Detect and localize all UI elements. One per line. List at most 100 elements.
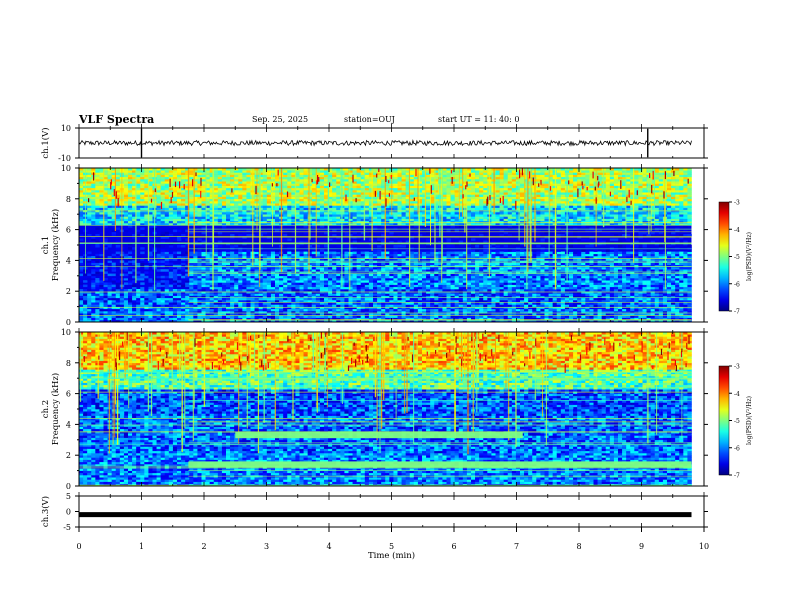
spectrogram-cell xyxy=(119,300,125,303)
spectrogram-cell xyxy=(393,205,398,208)
spectrogram-cell xyxy=(324,168,329,171)
spectrogram-cell xyxy=(107,203,112,206)
spectrogram-cell xyxy=(209,194,215,197)
spectrogram-cell xyxy=(164,218,170,222)
spectrogram-cell xyxy=(262,315,268,318)
spectrogram-cell xyxy=(172,203,178,206)
spectrogram-cell xyxy=(254,234,259,237)
spectrogram-cell xyxy=(393,278,398,281)
spectrogram-cell xyxy=(230,291,235,294)
spectrogram-cell xyxy=(279,293,284,296)
spectrogram-cell xyxy=(177,313,182,316)
spectrogram-cell xyxy=(311,271,317,274)
spectrogram-cell xyxy=(99,317,104,321)
spectrogram-cell xyxy=(95,249,100,252)
spectrogram-cell xyxy=(368,205,374,208)
spectrogram-cell xyxy=(340,289,345,292)
spectrogram-cell xyxy=(132,236,137,239)
spectrogram-cell xyxy=(287,317,292,321)
spectrogram-cell xyxy=(193,201,198,204)
spectrogram-cell xyxy=(393,192,398,195)
spectrogram-cell xyxy=(140,284,145,288)
spectrogram-cell xyxy=(132,172,137,175)
spectrogram-cell xyxy=(234,220,239,224)
spectrogram-cell xyxy=(409,278,415,281)
spectrogram-cell xyxy=(307,304,313,307)
spectrogram-cell xyxy=(270,315,276,318)
spectrogram-cell xyxy=(401,187,406,191)
spectrogram-cell xyxy=(213,260,219,263)
spectrogram-cell xyxy=(91,286,96,290)
spectrogram-cell xyxy=(393,179,398,182)
spectrogram-cell xyxy=(148,172,153,175)
spectrogram-cell xyxy=(389,311,394,314)
spectrogram-cell xyxy=(103,212,108,215)
spectrogram-cell xyxy=(262,181,268,184)
spectrogram-cell xyxy=(385,264,390,268)
spectrogram-cell xyxy=(140,205,145,208)
spectrogram-cell xyxy=(213,214,219,217)
spectrogram-cell xyxy=(148,223,153,226)
spectrogram-cell xyxy=(254,273,259,277)
spectrogram-cell xyxy=(385,187,390,191)
spectrogram-cell xyxy=(413,262,419,266)
spectrogram-cell xyxy=(295,174,300,178)
spectrogram-cell xyxy=(242,203,247,206)
spectrogram-cell xyxy=(132,234,137,237)
spectrogram-cell xyxy=(336,269,341,272)
spectrogram-cell xyxy=(401,262,406,266)
spectrogram-cell xyxy=(201,220,206,224)
spectrogram-cell xyxy=(79,201,84,204)
spectrogram-cell xyxy=(266,220,272,224)
spectrogram-cell xyxy=(348,311,353,314)
spectrogram-cell xyxy=(368,253,374,257)
spectrogram-cell xyxy=(348,253,353,257)
spectrogram-cell xyxy=(283,315,288,318)
spectrogram-cell xyxy=(234,295,239,299)
spectrogram-cell xyxy=(234,264,239,268)
spectrogram-cell xyxy=(409,269,415,272)
spectrogram-cell xyxy=(144,198,149,202)
spectrogram-cell xyxy=(315,313,321,316)
spectrogram-cell xyxy=(95,315,100,318)
spectrogram-cell xyxy=(87,223,92,226)
spectrogram-cell xyxy=(275,249,280,252)
spectrogram-cell xyxy=(373,291,378,294)
spectrogram-cell xyxy=(262,311,268,314)
spectrogram-cell xyxy=(373,225,378,228)
spectrogram-cell xyxy=(299,258,304,261)
spectrogram-cell xyxy=(136,264,141,268)
spectrogram-cell xyxy=(177,174,182,178)
spectrogram-cell xyxy=(332,273,337,277)
spectrogram-cell xyxy=(275,203,280,206)
spectrogram-cell xyxy=(393,271,398,274)
spectrogram-cell xyxy=(197,284,202,288)
spectrogram-cell xyxy=(181,267,186,270)
spectrogram-cell xyxy=(360,170,366,173)
spectrogram-cell xyxy=(144,278,149,281)
spectrogram-cell xyxy=(401,174,406,178)
spectrogram-cell xyxy=(177,256,182,259)
spectrogram-cell xyxy=(287,218,292,222)
spectrogram-cell xyxy=(197,308,202,312)
spectrogram-cell xyxy=(234,183,239,186)
spectrogram-cell xyxy=(111,245,117,248)
spectrogram-cell xyxy=(156,192,161,195)
spectrogram-cell xyxy=(295,220,300,224)
spectrogram-cell xyxy=(246,181,251,184)
spectrogram-cell xyxy=(172,297,178,301)
spectrogram-cell xyxy=(385,229,390,233)
spectrogram-cell xyxy=(242,282,247,285)
spectrogram-cell xyxy=(83,273,88,277)
spectrogram-cell xyxy=(319,245,325,248)
spectrogram-cell xyxy=(238,319,243,323)
spectrogram-cell xyxy=(348,218,353,222)
spectrogram-cell xyxy=(87,278,92,281)
spectrogram-cell xyxy=(344,280,349,283)
spectrogram-cell xyxy=(226,282,231,285)
spectrogram-cell xyxy=(275,278,280,281)
spectrogram-cell xyxy=(209,269,215,272)
spectrogram-cell xyxy=(209,170,215,173)
spectrogram-cell xyxy=(95,262,100,266)
spectrogram-cell xyxy=(221,311,227,314)
